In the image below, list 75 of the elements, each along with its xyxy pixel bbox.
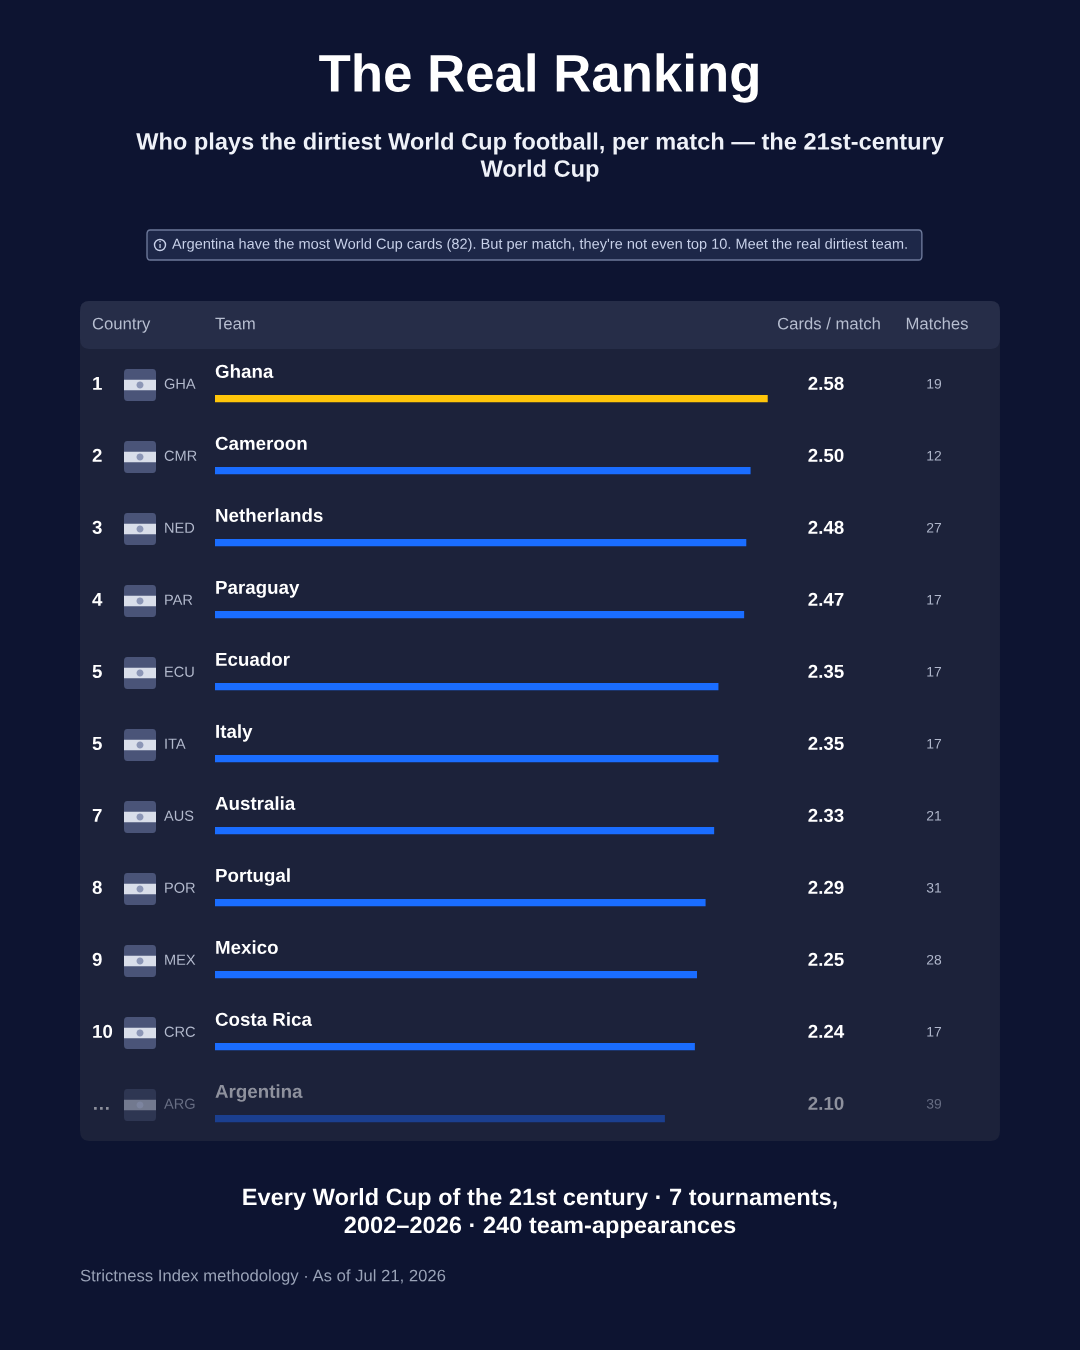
text: 1 <box>93 376 102 390</box>
text: 17 <box>927 1027 942 1037</box>
data-label: 2.10 <box>808 1096 844 1111</box>
data-label: 2.47 <box>808 592 844 606</box>
bar <box>215 467 751 475</box>
text: 7 <box>92 808 102 822</box>
text: AUS <box>164 810 194 821</box>
text: 28 <box>926 954 942 965</box>
text: ITA <box>165 738 186 749</box>
text: Argentina have the most World Cup cards (82). But per match, they're not even top 10. Meet the real dirtiest team. <box>172 238 907 252</box>
text: NED <box>165 522 195 533</box>
text: Country <box>92 317 151 333</box>
data-label: 2.48 <box>808 520 844 535</box>
y-tick-label: Ghana <box>215 364 274 379</box>
text: 4 <box>92 592 103 606</box>
text: 12 <box>927 450 942 461</box>
y-tick-label: Cameroon <box>215 436 307 451</box>
y-tick-label: Portugal <box>216 868 290 886</box>
data-label: 2.25 <box>808 952 844 967</box>
text: 17 <box>927 595 942 605</box>
text: 8 <box>92 880 102 895</box>
data-label: 2.33 <box>808 808 844 823</box>
bar <box>215 971 698 979</box>
data-label: 2.35 <box>808 664 844 679</box>
text: 19 <box>927 378 942 389</box>
data-label: 2.24 <box>808 1024 845 1038</box>
text: 9 <box>92 952 102 967</box>
bar <box>215 1115 665 1123</box>
bar <box>215 539 747 547</box>
y-tick-label: Paraguay <box>216 580 300 598</box>
text: MEX <box>165 954 196 965</box>
bar <box>215 611 745 619</box>
bar <box>215 827 715 835</box>
y-tick-label: Argentina <box>215 1084 303 1102</box>
text: Every World Cup of the 21st century · 7 tournaments, 2002–2026 · 240 team-appearances <box>243 1188 837 1238</box>
text: 31 <box>926 882 942 893</box>
data-label: 2.29 <box>808 880 844 895</box>
text: 2 <box>92 448 102 462</box>
y-tick-label: Ecuador <box>216 652 290 667</box>
bar <box>215 899 706 907</box>
text: 3 <box>92 520 102 535</box>
text: PAR <box>165 594 193 605</box>
text: Matches <box>906 317 968 330</box>
text: 17 <box>927 667 942 677</box>
data-label: 2.58 <box>808 376 844 391</box>
text: CRC <box>164 1026 196 1037</box>
bar <box>215 1043 695 1051</box>
bar <box>215 755 719 763</box>
text: ECU <box>165 666 194 677</box>
y-tick-label: Italy <box>216 724 253 742</box>
text: 39 <box>926 1098 942 1109</box>
text: 27 <box>926 522 942 533</box>
y-tick-label: Netherlands <box>216 508 323 523</box>
chart-subtitle: Who plays the dirtiest World Cup football, per match — the 21st-century World Cup <box>136 132 944 182</box>
text: 10 <box>93 1024 113 1039</box>
x-axis-title: Cards / match <box>777 317 880 330</box>
y-tick-label: Mexico <box>216 940 278 955</box>
data-label: 2.35 <box>808 736 844 751</box>
text: 21 <box>926 810 942 821</box>
chart-title: The Real Ranking <box>319 53 758 103</box>
text: GHA <box>164 378 196 389</box>
text: POR <box>165 882 195 893</box>
bar <box>215 683 719 691</box>
y-tick-label: Australia <box>215 796 296 811</box>
y-axis-title: Team <box>215 317 255 330</box>
text: … <box>94 1107 109 1110</box>
bar <box>215 395 768 403</box>
text: Strictness Index methodology · As of Jul 21, 2026 <box>80 1269 446 1285</box>
data-label: 2.50 <box>808 448 844 463</box>
text: 17 <box>927 739 942 749</box>
y-tick-label: Costa Rica <box>215 1012 313 1027</box>
text: ARG <box>164 1098 195 1109</box>
text: 5 <box>92 736 102 751</box>
text: CMR <box>164 450 197 461</box>
text: 5 <box>92 664 102 679</box>
